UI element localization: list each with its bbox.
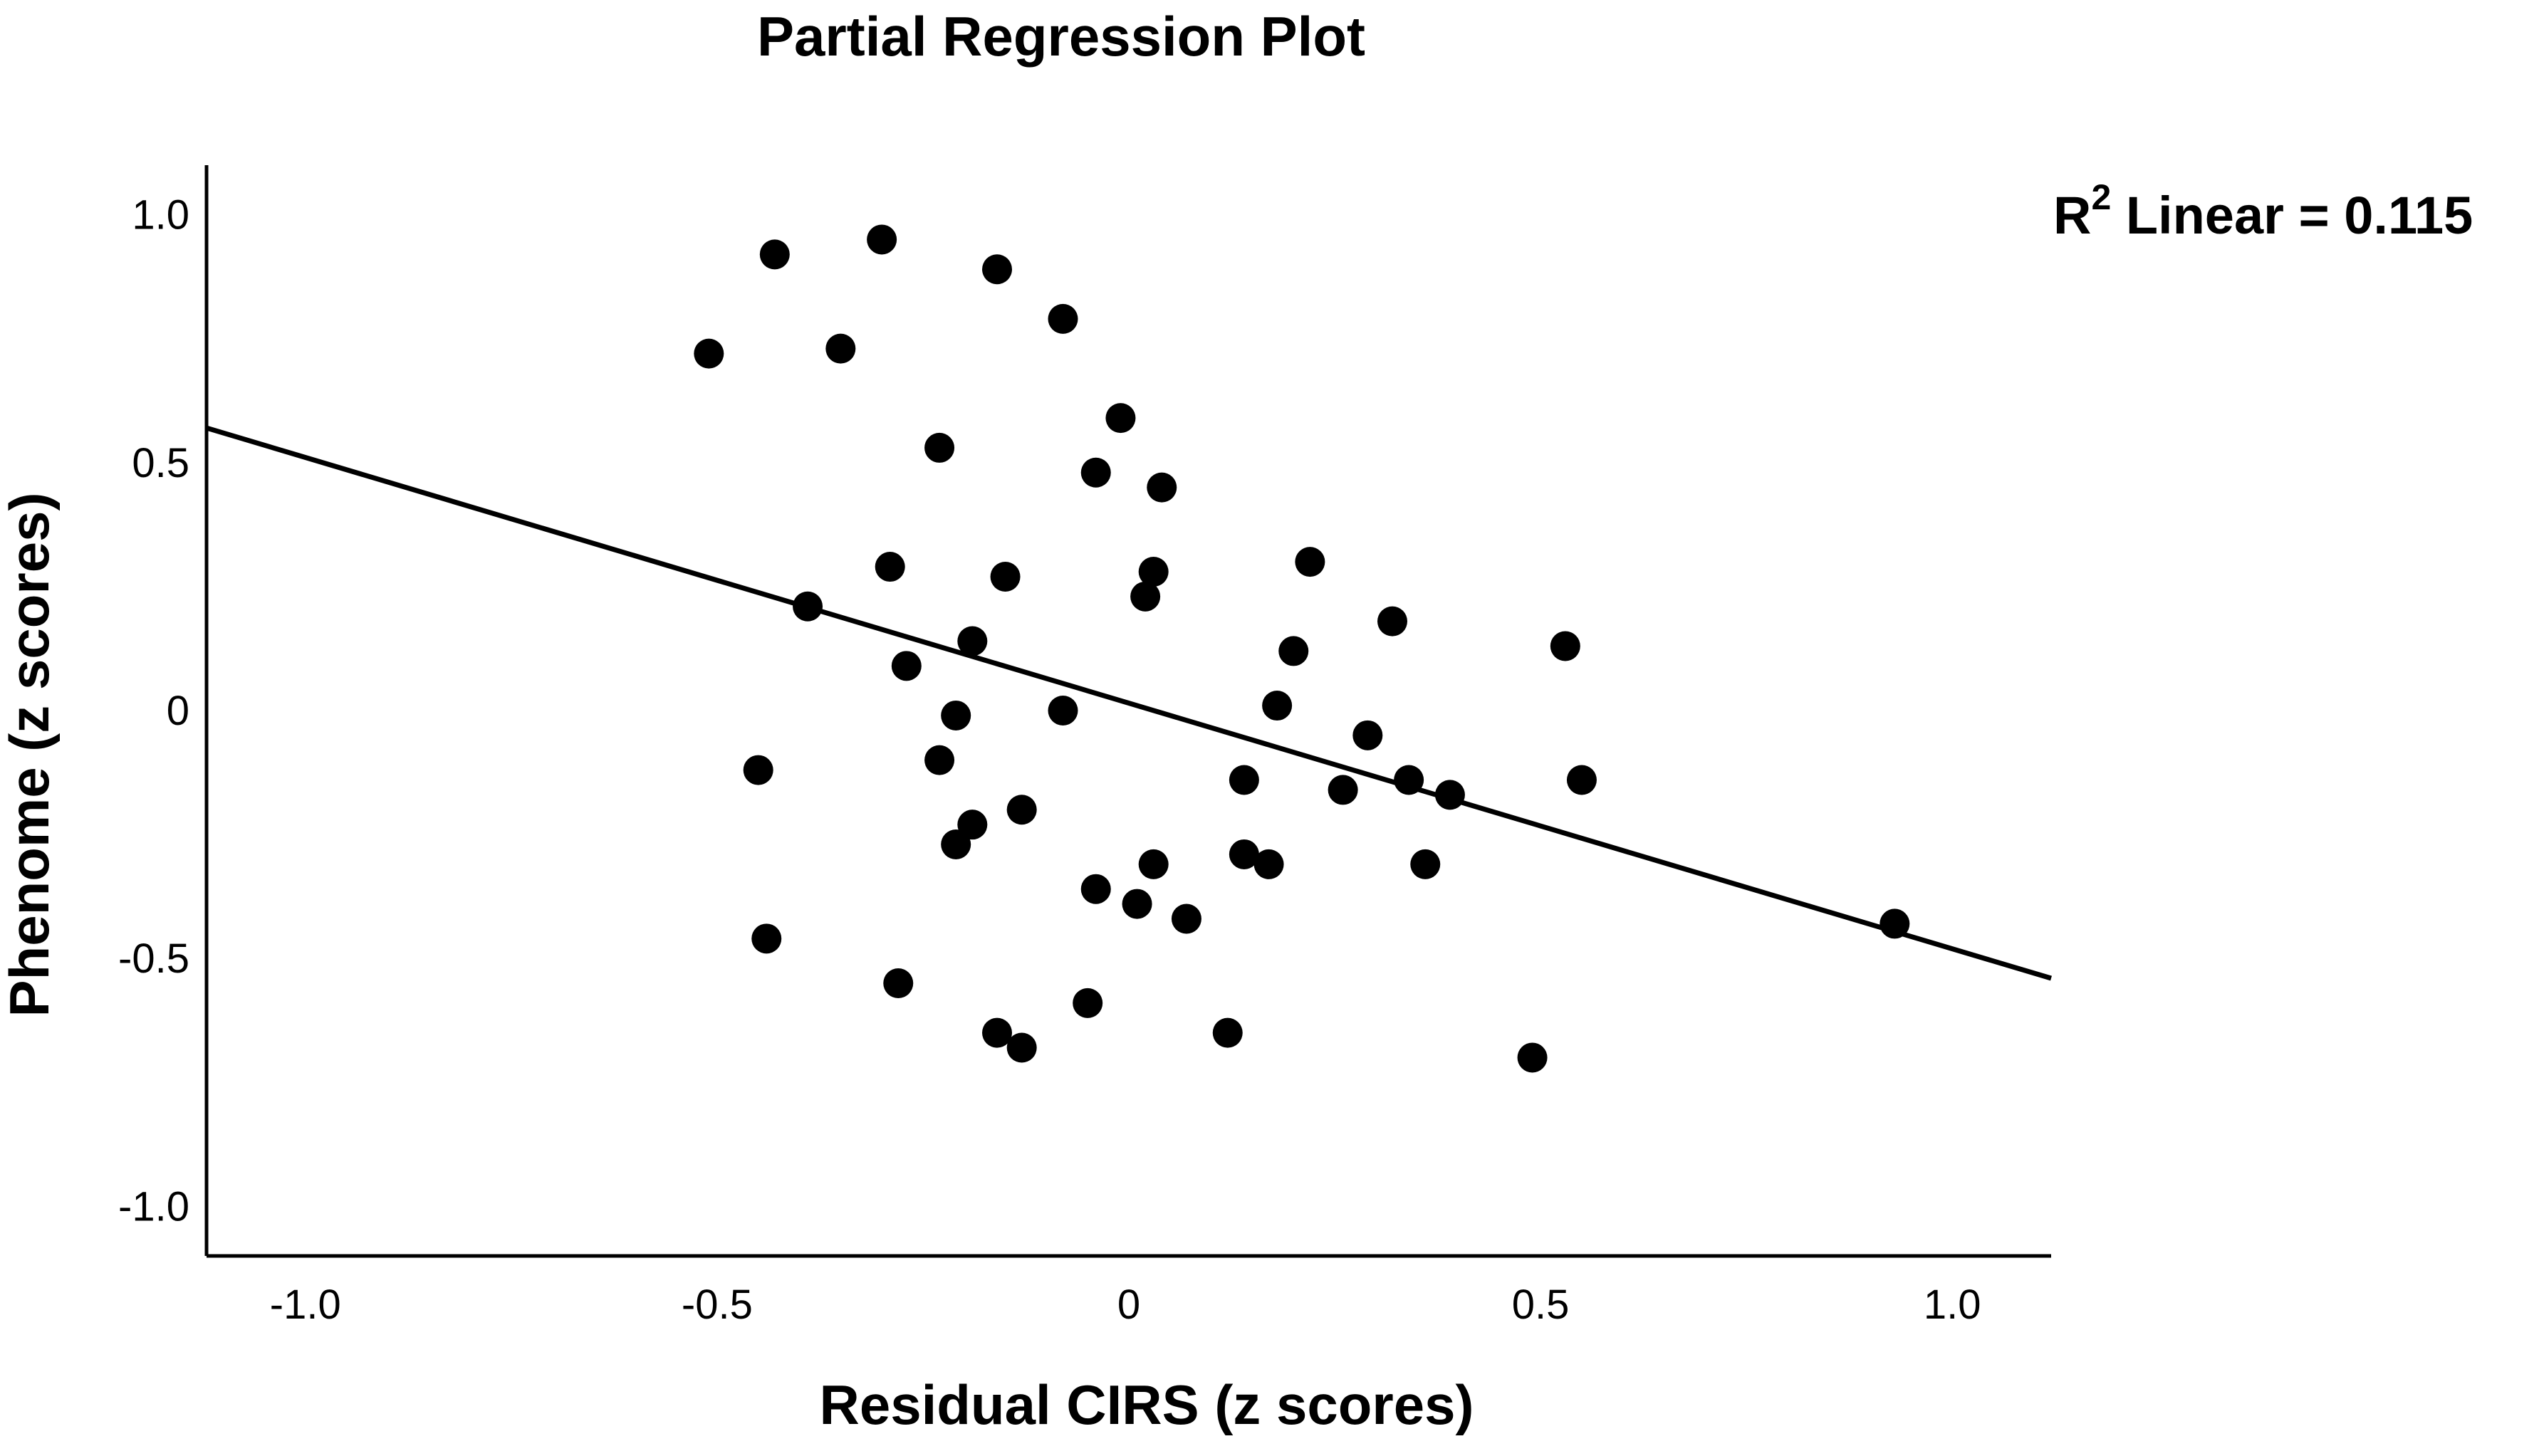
r-squared-annotation: R2 Linear = 0.115 bbox=[2053, 177, 2473, 245]
scatter-point bbox=[990, 561, 1021, 592]
y-tick-label: -1.0 bbox=[118, 1183, 189, 1230]
scatter-point bbox=[1229, 765, 1259, 795]
scatter-point bbox=[1212, 1017, 1243, 1048]
scatter-point bbox=[1138, 557, 1169, 587]
y-axis-label: Phenome (z scores) bbox=[0, 493, 61, 1017]
scatter-point bbox=[1105, 403, 1136, 434]
scatter-point bbox=[1073, 988, 1103, 1018]
r-squared-symbol: R bbox=[2053, 186, 2091, 245]
fit-line-layer bbox=[205, 425, 2053, 981]
scatter-point bbox=[759, 239, 790, 270]
scatter-point bbox=[891, 651, 922, 681]
scatter-point bbox=[1278, 636, 1309, 666]
scatter-point bbox=[924, 745, 955, 775]
scatter-point bbox=[875, 552, 905, 582]
scatter-point bbox=[924, 432, 955, 463]
scatter-point bbox=[825, 333, 856, 364]
scatter-point bbox=[1080, 874, 1111, 904]
tick-labels: -1.0 -0.5 0 0.5 1.0 1.0 0.5 0 -0.5 -1.0 bbox=[118, 192, 1981, 1328]
scatter-point bbox=[1295, 547, 1325, 577]
y-tick-label: 0 bbox=[167, 688, 189, 734]
x-tick-label: 1.0 bbox=[1924, 1282, 1981, 1328]
scatter-point bbox=[1171, 904, 1201, 934]
scatter-point bbox=[957, 626, 988, 656]
x-tick-label: -1.0 bbox=[270, 1282, 341, 1328]
scatter-point bbox=[1006, 1032, 1037, 1063]
scatter-point bbox=[1138, 849, 1169, 879]
scatter-point bbox=[1262, 691, 1293, 721]
scatter-point bbox=[867, 224, 897, 255]
scatter-point bbox=[694, 338, 724, 369]
scatter-point bbox=[941, 700, 971, 730]
y-tick-label: -0.5 bbox=[118, 936, 189, 982]
chart-title: Partial Regression Plot bbox=[757, 5, 1365, 68]
scatter-point bbox=[941, 829, 971, 860]
scatter-point bbox=[1253, 849, 1284, 879]
scatter-point bbox=[743, 755, 773, 785]
scatter-point bbox=[1080, 457, 1111, 488]
regression-fit-line bbox=[205, 425, 2053, 981]
scatter-point bbox=[982, 1017, 1012, 1048]
scatter-point bbox=[1352, 720, 1383, 750]
scatter-point bbox=[982, 254, 1012, 285]
scatter-point bbox=[1410, 849, 1441, 879]
scatter-point bbox=[1122, 889, 1152, 919]
scatter-point bbox=[1377, 606, 1407, 637]
scatter-point bbox=[1566, 765, 1597, 795]
x-axis-label: Residual CIRS (z scores) bbox=[820, 1373, 1474, 1436]
scatter-point bbox=[1229, 839, 1259, 869]
y-tick-label: 0.5 bbox=[132, 440, 189, 486]
x-tick-label: 0.5 bbox=[1512, 1282, 1570, 1328]
scatter-point bbox=[1517, 1042, 1548, 1073]
scatter-point bbox=[1130, 581, 1161, 612]
data-points bbox=[694, 224, 1910, 1073]
scatter-point bbox=[1147, 472, 1177, 503]
scatter-point bbox=[751, 923, 782, 954]
x-tick-label: -0.5 bbox=[682, 1282, 753, 1328]
r-squared-value: Linear = 0.115 bbox=[2111, 186, 2473, 245]
scatter-point bbox=[1328, 775, 1358, 805]
scatter-point bbox=[1048, 696, 1078, 726]
x-tick-label: 0 bbox=[1117, 1282, 1140, 1328]
scatter-point bbox=[1550, 631, 1580, 661]
y-tick-label: 1.0 bbox=[132, 192, 189, 239]
scatter-point bbox=[957, 810, 988, 840]
scatter-point bbox=[883, 968, 914, 998]
scatter-point bbox=[1048, 303, 1078, 334]
r-squared-superscript: 2 bbox=[2091, 177, 2111, 217]
scatter-point bbox=[1006, 795, 1037, 825]
